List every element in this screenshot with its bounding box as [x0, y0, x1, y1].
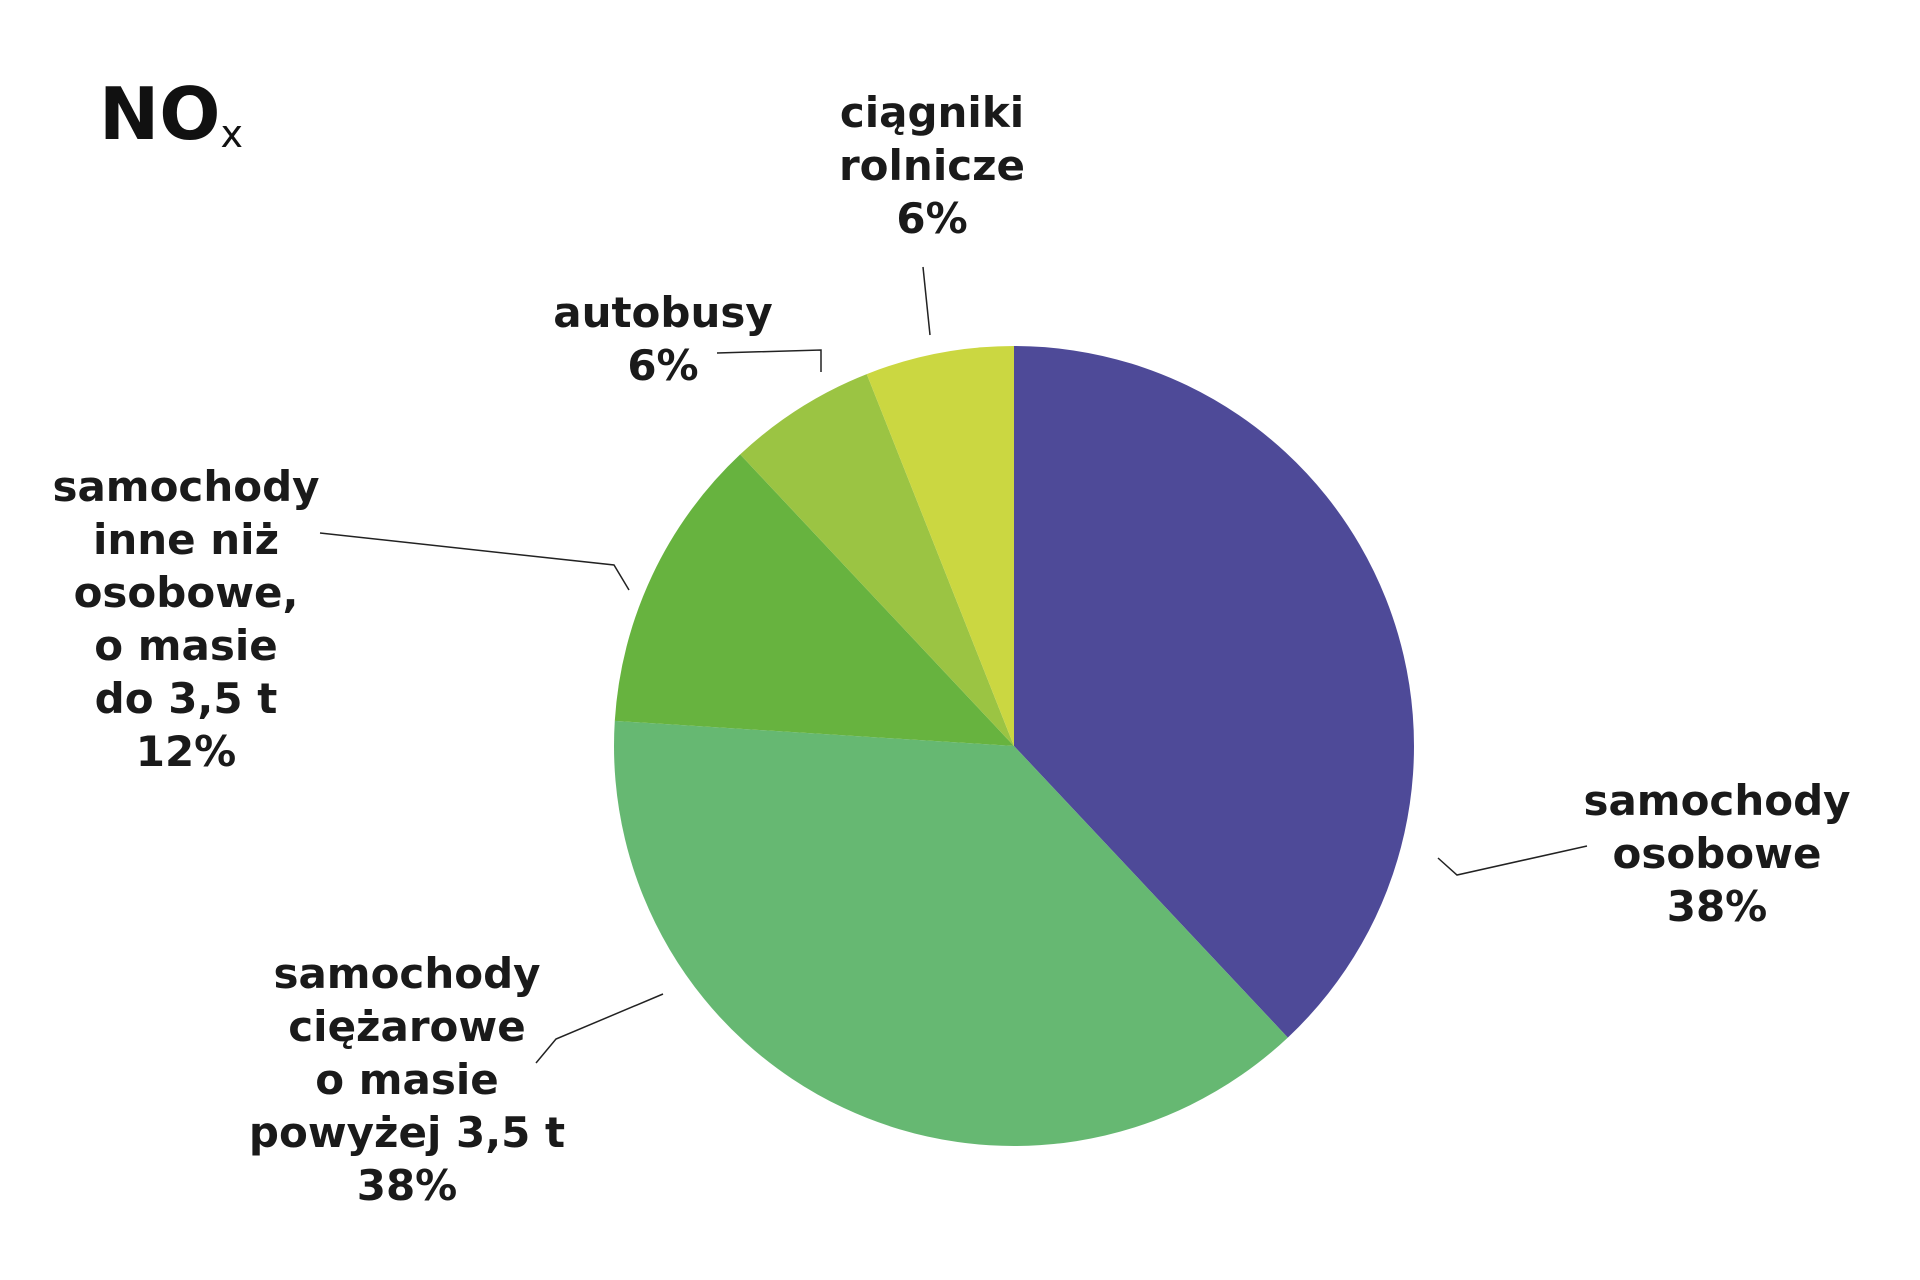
title-text: NO [99, 72, 221, 156]
leader-lines [319, 266, 1588, 1064]
value-label: 6% [627, 341, 699, 390]
slice-label: samochody ciężarowe o masie powyżej 3,5 … [249, 947, 565, 1212]
category-label: samochody inne niż osobowe, o masie do 3… [52, 462, 320, 723]
value-label: 38% [356, 1161, 458, 1210]
category-label: ciągniki rolnicze [838, 88, 1026, 190]
pie-slice [614, 454, 1014, 746]
category-label: samochody osobowe [1583, 776, 1851, 878]
category-label: samochody ciężarowe o masie powyżej 3,5 … [248, 949, 566, 1157]
slice-label: samochody osobowe 38% [1583, 774, 1850, 933]
leader-line [535, 993, 664, 1064]
slice-label: ciągniki rolnicze 6% [839, 86, 1025, 245]
slice-label: samochody inne niż osobowe, o masie do 3… [52, 460, 319, 778]
leader-line [1437, 845, 1588, 876]
title-subscript: x [220, 112, 243, 156]
chart-title: NOx [99, 72, 243, 156]
pie-slice [1014, 346, 1414, 1038]
pie-slice [740, 374, 1014, 746]
pie-slice [614, 720, 1288, 1146]
slice-label: autobusy 6% [553, 286, 773, 392]
category-label: autobusy [553, 288, 773, 337]
leader-line [716, 349, 822, 372]
value-label: 12% [135, 727, 237, 776]
value-label: 6% [896, 194, 968, 243]
value-label: 38% [1666, 882, 1768, 931]
leader-line [319, 532, 630, 591]
pie-slice [866, 346, 1014, 746]
leader-line [922, 266, 931, 336]
